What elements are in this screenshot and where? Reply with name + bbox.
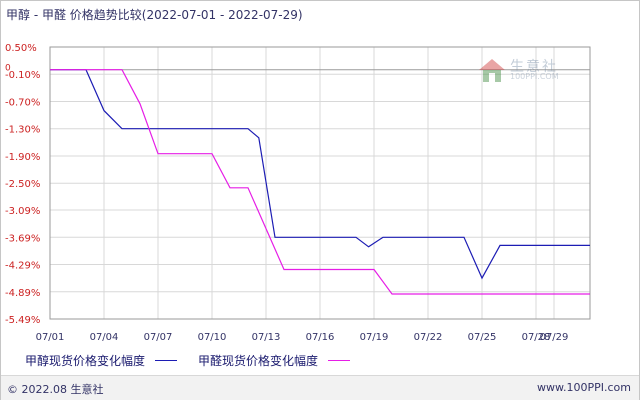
x-tick-label: 07/25 <box>468 332 497 343</box>
y-tick-label: -0.10% <box>5 70 40 81</box>
x-tick-label: 07/29 <box>540 332 569 343</box>
y-tick-label: -1.90% <box>5 152 40 163</box>
footer-bar: © 2022.08 生意社 www.100PPI.com <box>1 375 639 400</box>
x-tick-label: 07/28 <box>522 332 551 343</box>
y-tick-label: -4.29% <box>5 261 40 272</box>
x-tick-label: 07/04 <box>90 332 119 343</box>
x-tick-label: 07/16 <box>306 332 335 343</box>
legend-swatch-methanol <box>155 360 178 361</box>
legend-swatch-formaldehyde <box>328 360 351 361</box>
series-line-methanol <box>50 69 590 280</box>
x-tick-label: 07/07 <box>144 332 173 343</box>
series-line-formaldehyde <box>50 69 590 295</box>
legend-label-formaldehyde: 甲醛现货价格变化幅度 <box>198 354 319 368</box>
x-tick-label: 07/13 <box>252 332 281 343</box>
x-tick-label: 07/22 <box>414 332 443 343</box>
plot-border <box>49 46 591 320</box>
y-tick-label: -3.09% <box>5 206 40 217</box>
legend-item-formaldehyde: 甲醛现货价格变化幅度 <box>198 352 351 369</box>
y-tick-label: -1.30% <box>5 125 40 136</box>
y-tick-label: 0.50% <box>5 43 37 54</box>
footer-url-link[interactable]: www.100PPI.com <box>537 381 631 394</box>
x-tick-label: 07/19 <box>360 332 389 343</box>
footer-copyright: © 2022.08 生意社 <box>7 383 104 396</box>
y-zero-label: 0 <box>5 64 11 74</box>
y-tick-label: -3.69% <box>5 233 40 244</box>
x-tick-label: 07/01 <box>36 332 65 343</box>
x-tick-label: 07/10 <box>198 332 227 343</box>
chart-title: 甲醇 - 甲醛 价格趋势比较(2022-07-01 - 2022-07-29) <box>6 8 303 22</box>
y-tick-label: -2.50% <box>5 179 40 190</box>
y-tick-label: -4.89% <box>5 288 40 299</box>
legend-item-methanol: 甲醇现货价格变化幅度 <box>25 352 178 369</box>
y-tick-label: -0.70% <box>5 97 40 108</box>
legend-label-methanol: 甲醇现货价格变化幅度 <box>25 354 146 368</box>
y-tick-label: -5.49% <box>5 315 40 326</box>
